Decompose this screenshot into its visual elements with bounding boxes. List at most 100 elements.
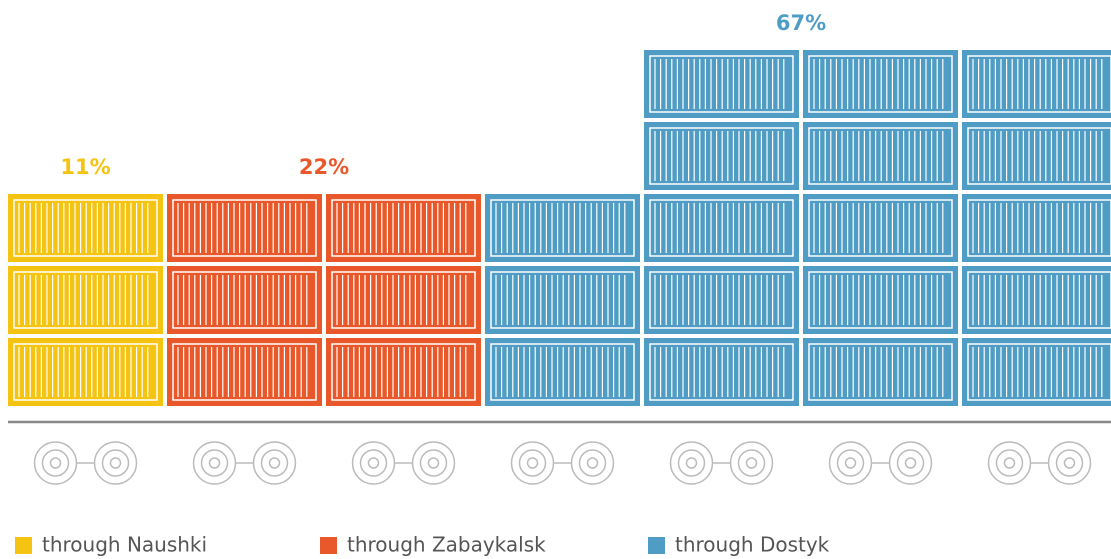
wheel [101,449,130,477]
container-body [485,194,640,262]
wheel-set [669,441,774,485]
container-frame [490,343,635,401]
wheel [987,441,1032,485]
container-body [962,266,1111,334]
legend-label: through Dostyk [675,533,830,557]
container-body [962,50,1111,118]
container-body [803,338,958,406]
container-frame [967,55,1111,113]
container [644,50,799,118]
container-body [803,266,958,334]
wheel [510,441,555,485]
wheel [208,457,221,469]
wheel [518,449,547,477]
container [803,338,958,406]
container [326,338,481,406]
container-frame [808,55,953,113]
wheel [904,457,917,469]
container-frame [808,127,953,185]
wheel-set [192,441,297,485]
wheel [669,441,714,485]
container-frame [967,127,1111,185]
wheel [828,441,873,485]
wheel [745,457,758,469]
container-body [962,194,1111,262]
wheel-set [987,441,1092,485]
container-body [326,194,481,262]
container [803,50,958,118]
container-body [167,266,322,334]
wheel [109,457,122,469]
container-frame [967,199,1111,257]
container [962,194,1111,262]
container-frame [649,127,794,185]
wheel [252,441,297,485]
container [167,338,322,406]
container-frame [331,271,476,329]
wheel [526,457,539,469]
wheel [888,441,933,485]
wheel [844,457,857,469]
wheel-set [828,441,933,485]
wheel [586,457,599,469]
container-frame [808,343,953,401]
container [167,194,322,262]
wheel [367,457,380,469]
wheel [677,449,706,477]
container-frame [172,343,317,401]
container [485,194,640,262]
container-body [167,338,322,406]
container [803,194,958,262]
container [167,266,322,334]
container-frame [172,271,317,329]
container-frame [331,343,476,401]
container-frame [490,271,635,329]
container [803,122,958,190]
wheel [729,441,774,485]
wheel [200,449,229,477]
container-body [962,122,1111,190]
container-body [485,338,640,406]
wheel [570,441,615,485]
wheel [419,449,448,477]
container-body [644,338,799,406]
wheel [685,457,698,469]
wheel [1003,457,1016,469]
wheel [93,441,138,485]
wheel [737,449,766,477]
container [962,50,1111,118]
wheel-set [33,441,138,485]
value-label: 67% [776,11,826,35]
container-frame [967,343,1111,401]
container-body [962,338,1111,406]
container-frame [649,55,794,113]
wheel [836,449,865,477]
container-body [644,122,799,190]
value-label: 22% [299,155,349,179]
container [803,266,958,334]
container [644,266,799,334]
container [326,194,481,262]
legend-label: through Naushki [42,533,207,557]
wheel [896,449,925,477]
container-body [8,338,163,406]
container-frame [13,199,158,257]
wheel [260,449,289,477]
container-body [485,266,640,334]
container-body [644,50,799,118]
container [8,266,163,334]
container-frame [13,343,158,401]
container [8,338,163,406]
wheel-set [510,441,615,485]
wheel [1055,449,1084,477]
container-body [803,194,958,262]
legend-swatch [15,537,32,554]
wheel [41,449,70,477]
container [644,194,799,262]
wheel [1063,457,1076,469]
container-frame [967,271,1111,329]
container-frame [649,343,794,401]
wheel [578,449,607,477]
legend-label: through Zabaykalsk [347,533,546,557]
